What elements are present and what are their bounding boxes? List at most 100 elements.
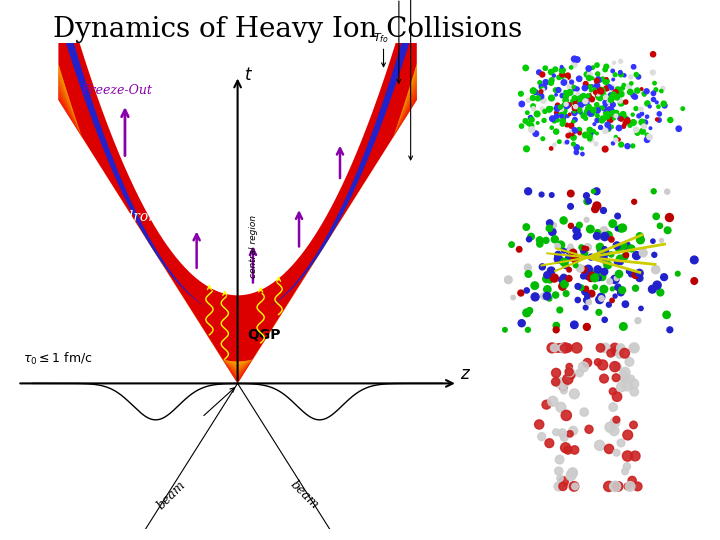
Point [603, 444, 615, 453]
Point [536, 262, 548, 271]
Point [569, 389, 580, 398]
Point [536, 82, 547, 91]
Point [600, 126, 611, 135]
Point [549, 343, 560, 352]
Point [594, 295, 606, 304]
Point [586, 109, 598, 118]
Point [559, 443, 571, 452]
Point [563, 368, 575, 376]
Point [630, 284, 642, 293]
Polygon shape [58, 97, 417, 382]
Point [591, 106, 603, 115]
Point [627, 91, 639, 99]
Point [554, 306, 566, 314]
Point [565, 246, 577, 255]
Point [570, 232, 582, 241]
Point [559, 258, 570, 267]
Point [649, 251, 660, 259]
Point [551, 321, 562, 330]
Point [644, 102, 655, 111]
Point [516, 319, 528, 328]
Point [644, 133, 655, 141]
Point [544, 294, 555, 303]
Point [591, 61, 603, 70]
Point [653, 116, 665, 124]
Polygon shape [58, 80, 417, 372]
Point [570, 148, 582, 157]
Point [629, 92, 640, 101]
Point [529, 281, 541, 290]
Polygon shape [58, 96, 417, 381]
Point [557, 112, 569, 120]
Point [610, 133, 621, 141]
Point [579, 99, 590, 108]
Point [534, 420, 545, 429]
Point [559, 99, 571, 108]
Point [601, 110, 613, 118]
Point [580, 287, 591, 296]
Point [544, 105, 555, 113]
Point [585, 109, 596, 118]
Point [568, 133, 580, 142]
Point [594, 242, 606, 251]
Point [557, 111, 569, 119]
Point [657, 84, 669, 93]
Point [626, 79, 637, 87]
Point [585, 253, 597, 261]
Point [650, 212, 662, 221]
Point [612, 212, 624, 220]
Point [570, 255, 581, 264]
Point [582, 104, 593, 112]
Point [580, 285, 592, 293]
Point [615, 100, 626, 109]
Point [523, 269, 534, 278]
Point [562, 375, 574, 383]
Point [556, 112, 567, 120]
Polygon shape [58, 94, 417, 380]
Point [546, 144, 557, 153]
Point [613, 124, 625, 132]
Point [577, 272, 589, 280]
Point [595, 245, 606, 254]
Point [571, 143, 582, 152]
Point [589, 120, 600, 129]
Point [576, 102, 588, 110]
Point [619, 368, 631, 377]
Point [648, 89, 660, 98]
Point [649, 79, 660, 87]
Point [552, 116, 563, 124]
Point [672, 269, 683, 278]
Point [554, 379, 565, 387]
Point [550, 291, 562, 299]
Point [506, 240, 518, 249]
Point [629, 271, 641, 280]
Point [574, 106, 585, 114]
Point [617, 110, 629, 119]
Point [613, 135, 624, 144]
Point [534, 78, 546, 87]
Point [572, 231, 584, 239]
Point [626, 270, 637, 279]
Point [597, 361, 608, 369]
Point [607, 139, 618, 147]
Point [608, 114, 620, 123]
Point [620, 98, 631, 106]
Point [585, 225, 596, 233]
Point [651, 98, 662, 107]
Point [609, 418, 621, 427]
Point [592, 70, 603, 78]
Point [569, 55, 580, 63]
Point [534, 236, 546, 245]
Point [631, 70, 642, 79]
Point [551, 127, 562, 136]
Polygon shape [58, 79, 417, 371]
Point [648, 187, 660, 195]
Point [564, 100, 575, 109]
Point [600, 78, 611, 86]
Point [611, 415, 622, 424]
Point [539, 64, 551, 72]
Point [569, 109, 580, 117]
Point [652, 103, 664, 111]
Point [647, 237, 659, 246]
Point [549, 117, 560, 125]
